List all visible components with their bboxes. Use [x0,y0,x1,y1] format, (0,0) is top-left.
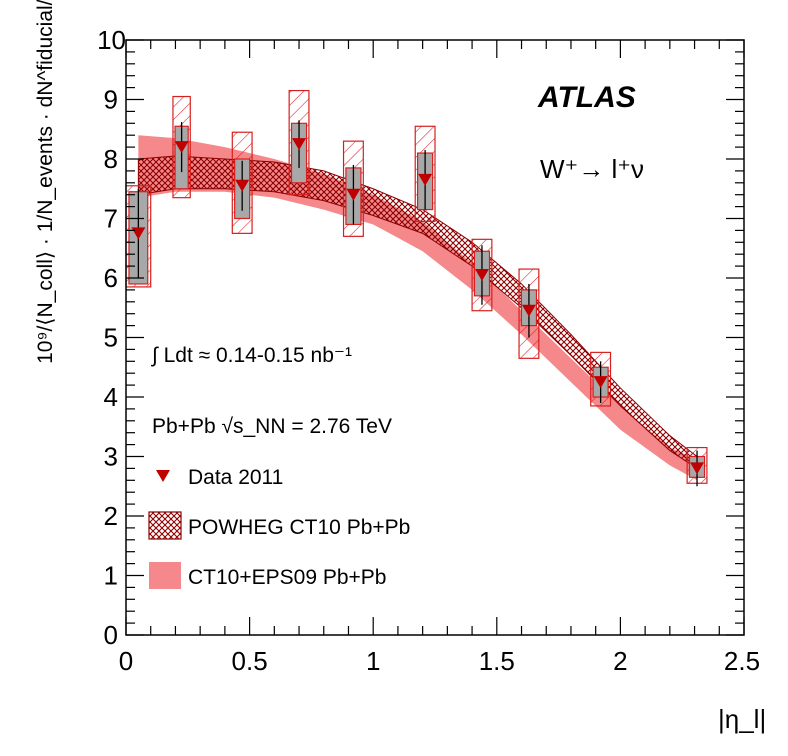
data-point-marker [690,462,705,475]
data-point-marker [235,179,250,192]
data-point-marker [521,304,536,317]
y-tick-label: 10 [97,25,126,55]
y-tick-label: 0 [104,620,118,650]
data-point-marker [346,188,361,201]
process-label: W⁺→ l⁺ν [540,154,644,184]
y-tick-label: 8 [104,144,118,174]
data-point-marker [418,173,433,186]
atlas-label: ATLAS [537,81,636,114]
legend-powheg-swatch [148,511,182,540]
y-tick-label: 7 [104,204,118,234]
x-tick-labels: 0 0.5 1 1.5 2 2.5 [119,646,760,676]
x-tick-label: 0.5 [232,646,268,676]
x-tick-label: 1 [366,646,380,676]
x-tick-label: 2.5 [724,646,760,676]
axis-ticks [125,39,745,636]
y-tick-label: 2 [104,501,118,531]
luminosity-label: ∫ Ldt ≈ 0.14-0.15 nb⁻¹ [151,344,352,367]
y-tick-label: 4 [104,382,118,412]
data-point-marker [593,376,608,389]
y-tick-label: 1 [104,561,118,591]
data-points [125,89,708,487]
x-axis-label: |η_l| [718,704,766,734]
y-tick-labels: 0 1 2 3 4 5 6 7 8 9 10 [97,25,126,650]
data-point-marker [174,141,189,154]
data-point-marker [474,269,489,282]
legend-label-eps09: CT10+EPS09 Pb+Pb [188,566,386,589]
legend-label-data: Data 2011 [188,466,283,489]
legend-label-powheg: POWHEG CT10 Pb+Pb [188,516,410,539]
x-tick-label: 1.5 [479,646,515,676]
legend-data-marker [156,470,170,482]
legend-eps09-swatch [149,562,181,589]
data-point-marker [292,138,307,151]
y-tick-label: 3 [104,442,118,472]
y-tick-label: 5 [104,323,118,353]
legend: Data 2011 POWHEG CT10 Pb+Pb CT10+EPS09 P… [148,466,410,589]
y-axis-label: 10⁹/⟨N_coll⟩ · 1/N_events · dN^fiducial/… [34,0,57,364]
x-tick-label: 0 [119,646,133,676]
x-tick-label: 2 [613,646,627,676]
y-tick-label: 6 [104,263,118,293]
y-tick-label: 9 [104,85,118,115]
collision-label: Pb+Pb √s_NN = 2.76 TeV [152,415,392,438]
